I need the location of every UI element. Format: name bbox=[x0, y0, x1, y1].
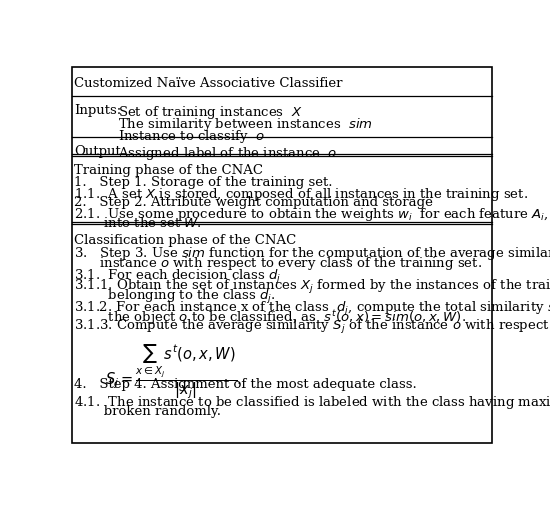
Text: Inputs:: Inputs: bbox=[74, 104, 122, 117]
Text: 3.   Step 3. Use $sim$ function for the computation of the average similarity va: 3. Step 3. Use $sim$ function for the co… bbox=[74, 245, 550, 262]
Text: 4.   Step 4. Assignment of the most adequate class.: 4. Step 4. Assignment of the most adequa… bbox=[74, 378, 417, 391]
Text: 1.1.  A set $X$ is stored, composed of all instances in the training set.: 1.1. A set $X$ is stored, composed of al… bbox=[74, 186, 529, 202]
Text: 2.   Step 2. Attribute weight computation and storage: 2. Step 2. Attribute weight computation … bbox=[74, 196, 433, 209]
Text: Instance to classify  $o$: Instance to classify $o$ bbox=[118, 128, 265, 145]
Text: Training phase of the CNAC: Training phase of the CNAC bbox=[74, 164, 263, 177]
Text: Set of training instances  $X$: Set of training instances $X$ bbox=[118, 104, 303, 121]
Text: 4.1.  The instance to be classified is labeled with the class having maximum $S_: 4.1. The instance to be classified is la… bbox=[74, 395, 550, 413]
Text: Output: Output bbox=[74, 145, 121, 158]
Text: $S_j = \dfrac{\sum_{x\in X_j}s^t(o,x,W)}{|x_j|}.$: $S_j = \dfrac{\sum_{x\in X_j}s^t(o,x,W)}… bbox=[105, 343, 242, 401]
Text: Classification phase of the CNAC: Classification phase of the CNAC bbox=[74, 233, 296, 246]
Text: broken randomly.: broken randomly. bbox=[74, 405, 221, 418]
Text: 3.1.3. Compute the average similarity $S_j$ of the instance $o$ with respect to : 3.1.3. Compute the average similarity $S… bbox=[74, 319, 550, 336]
Text: the object $o$ to be classified, as  $s^t(o, x) = sim(o, x, W)$.: the object $o$ to be classified, as $s^t… bbox=[74, 308, 466, 326]
Text: into the set $W$.: into the set $W$. bbox=[74, 216, 202, 230]
Text: 3.1.  For each decision class $d_j$: 3.1. For each decision class $d_j$ bbox=[74, 268, 282, 286]
Text: 3.1.1. Obtain the set of instances $X_j$ formed by the instances of the training: 3.1.1. Obtain the set of instances $X_j$… bbox=[74, 278, 550, 296]
Text: Assigned label of the instance  $o$: Assigned label of the instance $o$ bbox=[118, 145, 337, 162]
Text: 1.   Step 1. Storage of the training set.: 1. Step 1. Storage of the training set. bbox=[74, 176, 333, 188]
Text: Customized Naïve Associative Classifier: Customized Naïve Associative Classifier bbox=[74, 77, 343, 90]
Text: 3.1.2. For each instance x of the class  $d_j$, compute the total similarity $s^: 3.1.2. For each instance x of the class … bbox=[74, 298, 550, 317]
Text: The similarity between instances  $sim$: The similarity between instances $sim$ bbox=[118, 116, 372, 133]
Text: instance $o$ with respect to every class of the training set.: instance $o$ with respect to every class… bbox=[74, 255, 482, 272]
Text: 2.1.  Use some procedure to obtain the weights $w_i$  for each feature $A_i$, an: 2.1. Use some procedure to obtain the we… bbox=[74, 206, 550, 223]
Text: belonging to the class $d_j$.: belonging to the class $d_j$. bbox=[74, 288, 276, 306]
